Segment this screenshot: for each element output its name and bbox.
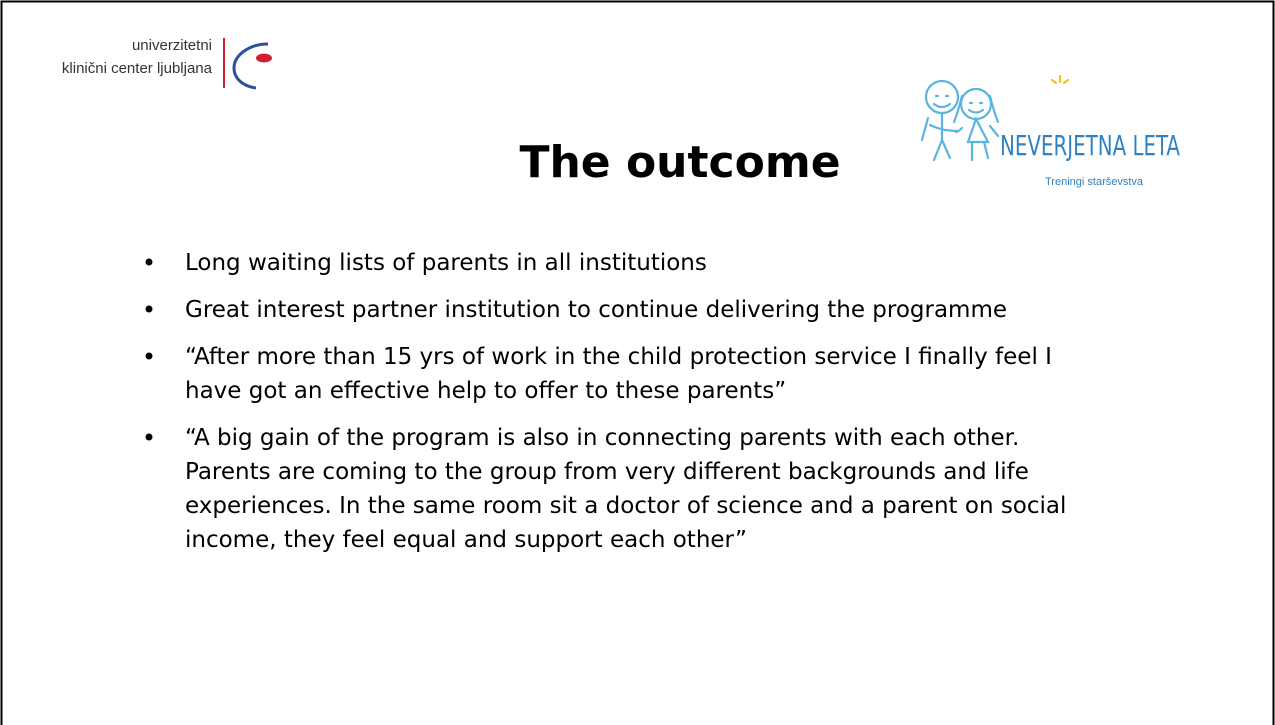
logo-dot bbox=[256, 54, 272, 63]
bullet-dot bbox=[146, 434, 153, 441]
child-head bbox=[926, 81, 958, 113]
bullet-list: Long waiting lists of parents in all ins… bbox=[146, 250, 1067, 553]
child-face bbox=[934, 96, 950, 107]
bullet-dot bbox=[146, 259, 153, 266]
logo-text: univerzitetni bbox=[132, 37, 212, 54]
bullet-text: Great interest partner institution to co… bbox=[185, 297, 1007, 323]
bullet-text: “A big gain of the program is also in co… bbox=[185, 425, 1019, 451]
slide: univerzitetni klinični center ljubljana … bbox=[0, 0, 1275, 725]
logo-text: klinični center ljubljana bbox=[62, 60, 213, 77]
slide-title: The outcome bbox=[519, 137, 840, 188]
bullet-text: experiences. In the same room sit a doct… bbox=[185, 493, 1066, 519]
bullet-text: income, they feel equal and support each… bbox=[185, 527, 747, 553]
child-body bbox=[922, 113, 958, 160]
bullet-dot bbox=[146, 353, 153, 360]
logo-name: NEVERJETNA LETA bbox=[1000, 129, 1181, 162]
bullet-text: Parents are coming to the group from ver… bbox=[185, 459, 1029, 485]
logo-tagline: Treningi starševstva bbox=[1045, 176, 1144, 188]
logo-left: univerzitetni klinični center ljubljana bbox=[62, 37, 272, 88]
logo-right: NEVERJETNA LETA Treningi starševstva bbox=[922, 76, 1181, 188]
bullet-dot bbox=[146, 306, 153, 313]
logo-arc bbox=[234, 44, 268, 88]
bullet-text: have got an effective help to offer to t… bbox=[185, 378, 786, 404]
bullet-text: “After more than 15 yrs of work in the c… bbox=[185, 344, 1052, 370]
child-head bbox=[961, 89, 991, 119]
spark bbox=[1052, 76, 1068, 83]
bullet-text: Long waiting lists of parents in all ins… bbox=[185, 250, 707, 276]
child-body bbox=[956, 119, 998, 160]
